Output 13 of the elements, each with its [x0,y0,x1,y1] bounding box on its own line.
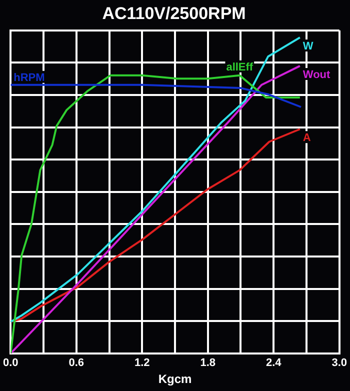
x-tick-label: 2.4 [266,357,282,370]
x-tick-label: 3.0 [332,357,348,370]
series-label: allEff [226,61,254,74]
series-label: hRPM [14,72,45,84]
series-label: W [302,40,314,53]
x-axis-title: Kgcm [158,372,192,386]
x-tick-label: 1.2 [134,357,150,370]
x-tick-label: 1.8 [200,357,216,370]
x-tick-label: 0.0 [2,357,18,370]
x-tick-label: 0.6 [68,357,84,370]
series-label: A [302,132,311,144]
chart-title: AC110V/2500RPM [102,4,246,23]
series-label: Wout [302,68,331,81]
